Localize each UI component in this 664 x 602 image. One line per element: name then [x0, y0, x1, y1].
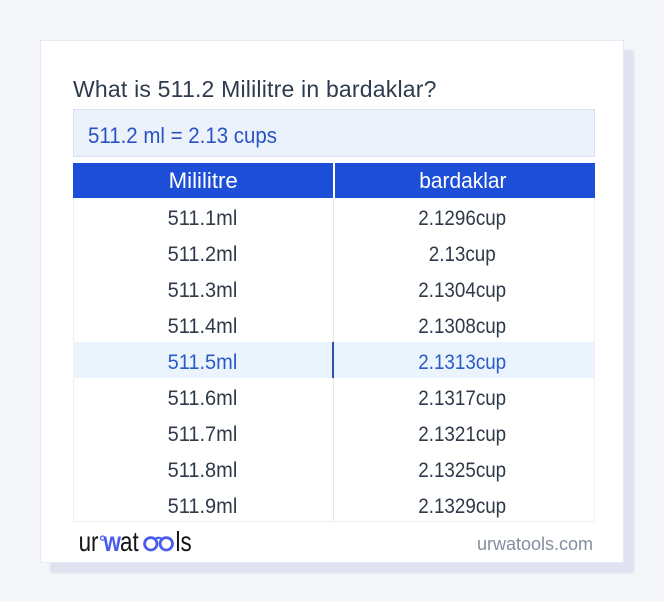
svg-text:ur: ur	[79, 529, 99, 558]
svg-text:at: at	[120, 529, 139, 558]
svg-text:ls: ls	[175, 529, 191, 558]
svg-text:w: w	[103, 529, 122, 558]
